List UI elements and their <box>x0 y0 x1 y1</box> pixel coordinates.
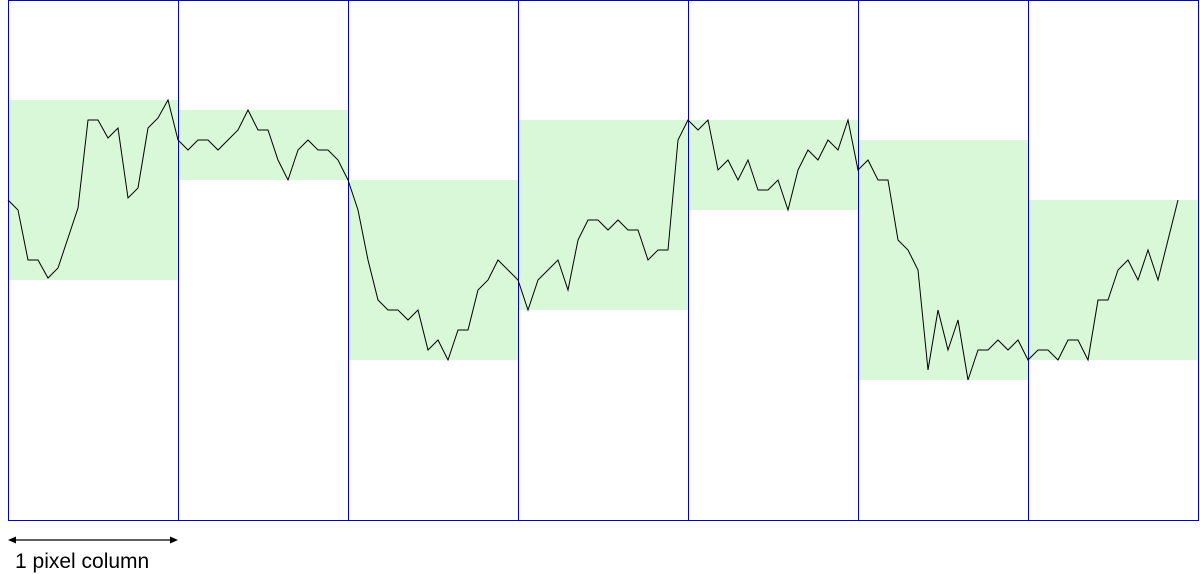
column-band-2 <box>178 110 348 180</box>
arrow-head-right <box>170 536 178 544</box>
column-band-3 <box>348 180 518 360</box>
signal-line <box>7 98 1179 381</box>
pixel-column-span-arrow <box>8 536 178 544</box>
column-dividers <box>178 0 1029 520</box>
column-band-4 <box>518 120 688 310</box>
column-band-5 <box>688 120 858 210</box>
column-band-7 <box>1028 200 1198 360</box>
min-max-bands <box>8 100 1198 380</box>
arrow-head-left <box>8 536 16 544</box>
column-band-1 <box>8 100 178 280</box>
plot-frame <box>8 0 1199 521</box>
pixel-column-label: 1 pixel column <box>15 550 149 573</box>
